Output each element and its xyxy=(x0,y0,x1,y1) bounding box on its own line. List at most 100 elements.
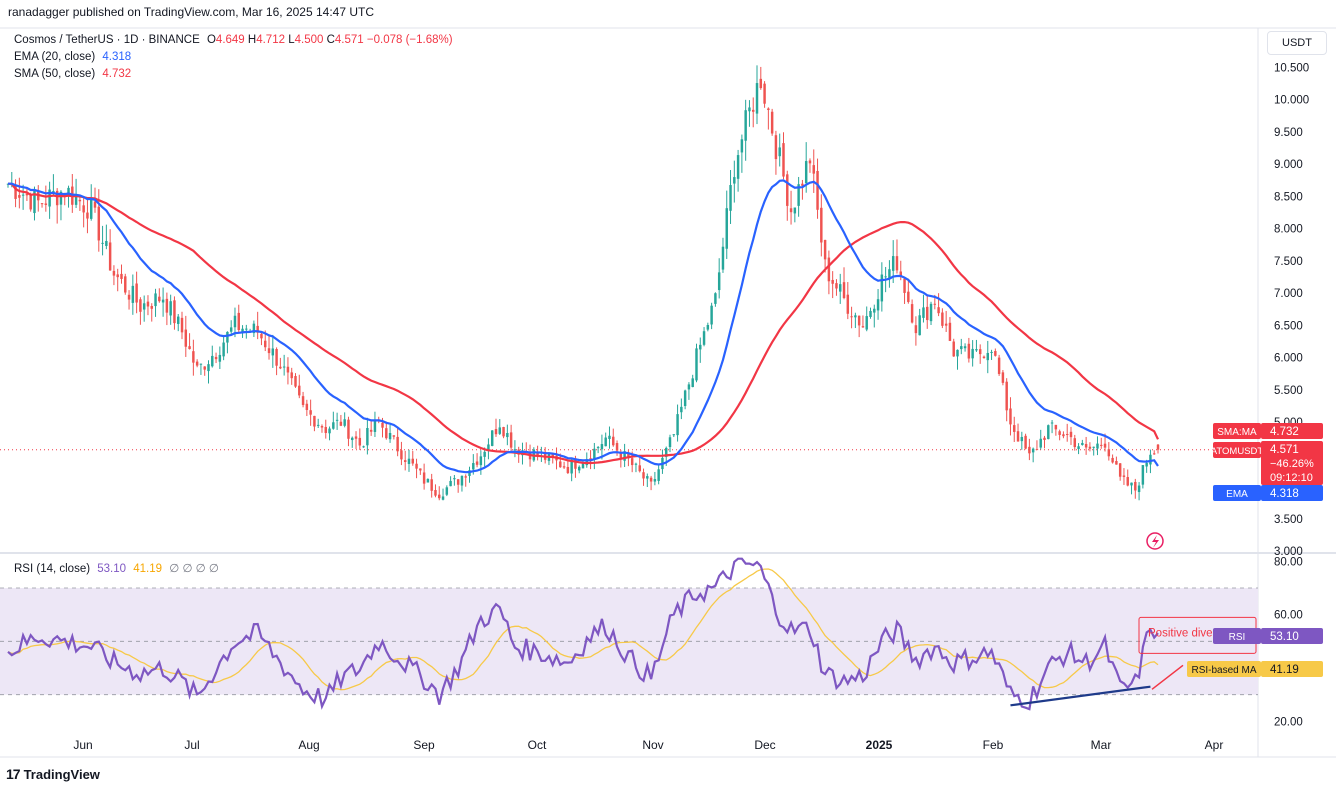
candle-body xyxy=(657,469,660,481)
price-badge-countdown: 09:12:10 xyxy=(1270,472,1313,484)
candle-body xyxy=(1084,443,1088,448)
candle-body xyxy=(173,300,176,324)
candle-body xyxy=(831,279,834,284)
time-label-aug: Aug xyxy=(298,738,319,752)
candle-body xyxy=(203,366,206,370)
candle-body xyxy=(846,294,850,314)
candle-body xyxy=(483,451,486,457)
time-label-2025: 2025 xyxy=(866,738,893,752)
candle-body xyxy=(89,197,93,219)
low-value: 4.500 xyxy=(294,34,324,46)
candle-body xyxy=(937,307,940,314)
candle-body xyxy=(960,346,963,350)
candle-body xyxy=(812,165,815,174)
candle-body xyxy=(1065,433,1069,435)
price-tick-0: 10.500 xyxy=(1274,62,1309,74)
candle-body xyxy=(752,109,755,112)
candle-body xyxy=(910,304,914,323)
candle-body xyxy=(381,422,384,428)
high-label: H xyxy=(247,34,257,46)
divergence-trendline xyxy=(1010,685,1151,707)
candle-body xyxy=(566,466,570,474)
tradingview-logo[interactable]: 17 TradingView xyxy=(6,766,100,782)
candle-body xyxy=(460,475,464,486)
candle-body xyxy=(570,459,573,474)
candle-body xyxy=(744,110,747,141)
sma-badge-label-bg xyxy=(1213,423,1261,439)
low-label: L xyxy=(288,34,295,46)
candle-body xyxy=(774,135,778,160)
candle-body xyxy=(146,301,150,307)
candle-body xyxy=(1137,485,1141,493)
ema-legend[interactable]: EMA (20, close) 4.318 xyxy=(14,50,131,65)
candle-body xyxy=(112,270,116,276)
candle-body xyxy=(305,403,309,411)
candle-body xyxy=(264,340,267,348)
candle-body xyxy=(1100,444,1103,446)
candle-body xyxy=(721,246,725,270)
currency-button[interactable]: USDT xyxy=(1267,31,1327,55)
candle-body xyxy=(396,436,399,452)
candle-body xyxy=(876,299,880,311)
sma-50-line xyxy=(7,182,1159,465)
time-label-oct: Oct xyxy=(528,738,547,752)
candle-body xyxy=(1145,462,1148,467)
lightning-bolt-icon xyxy=(1152,535,1159,548)
candle-body xyxy=(180,317,184,333)
candle-body xyxy=(44,203,48,205)
candle-body xyxy=(997,357,1001,374)
candle-body xyxy=(358,437,362,446)
candle-body xyxy=(596,447,600,449)
candle-body xyxy=(1122,475,1126,477)
candle-body xyxy=(18,195,21,198)
candle-body xyxy=(449,480,452,487)
price-tick-7: 7.000 xyxy=(1274,288,1303,300)
candle-body xyxy=(93,201,97,208)
candle-body xyxy=(963,346,967,349)
candle-body xyxy=(335,419,339,421)
rsi-tick-0: 80.00 xyxy=(1274,556,1303,568)
symbol-name[interactable]: Cosmos / TetherUS · 1D · BINANCE xyxy=(14,34,200,46)
candle-body xyxy=(725,208,728,249)
candle-body xyxy=(241,328,244,333)
candle-body xyxy=(922,307,925,318)
candle-body xyxy=(1134,481,1137,491)
candle-body xyxy=(139,299,142,312)
candle-body xyxy=(506,433,509,438)
candle-body xyxy=(982,356,986,358)
candle-body xyxy=(279,366,282,369)
rsi-line xyxy=(7,557,1159,711)
candle-body xyxy=(403,460,407,462)
rsi-legend[interactable]: RSI (14, close) 53.10 41.19 ∅ ∅ ∅ ∅ xyxy=(14,562,219,577)
candle-body xyxy=(687,384,691,390)
candle-body xyxy=(154,293,157,307)
candle-body xyxy=(135,283,138,303)
candle-body xyxy=(702,331,706,345)
candle-body xyxy=(899,271,902,276)
candle-body xyxy=(850,316,853,318)
candle-body xyxy=(415,463,418,469)
symbol-legend[interactable]: Cosmos / TetherUS · 1D · BINANCE O4.649 … xyxy=(14,33,453,48)
candle-body xyxy=(1043,437,1046,440)
sma-legend[interactable]: SMA (50, close) 4.732 xyxy=(14,67,131,82)
ema-legend-value: 4.318 xyxy=(102,51,132,63)
rsi-ma-badge-label: RSI-based MA xyxy=(1191,665,1256,676)
candle-body xyxy=(260,333,263,339)
candle-body xyxy=(1107,449,1111,457)
candle-body xyxy=(926,306,929,321)
candle-body xyxy=(729,185,732,211)
rsi-band xyxy=(0,588,1258,695)
candle-body xyxy=(388,433,392,440)
candle-body xyxy=(854,315,857,318)
candle-body xyxy=(475,461,479,465)
candle-body xyxy=(313,415,316,427)
candle-body xyxy=(199,363,203,365)
candle-body xyxy=(1077,446,1080,450)
candle-body xyxy=(33,190,36,214)
candle-body xyxy=(509,432,513,448)
candle-body xyxy=(676,414,679,436)
candle-body xyxy=(426,478,430,483)
candle-body xyxy=(438,494,441,499)
